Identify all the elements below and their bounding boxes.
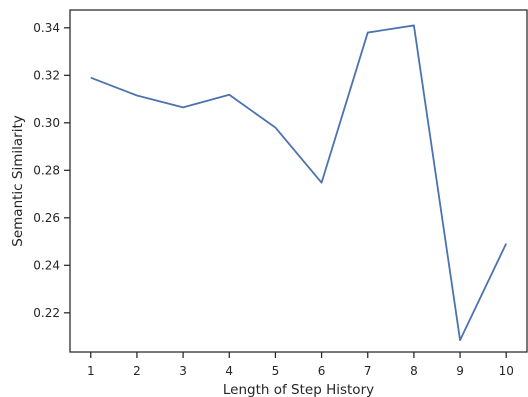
y-tick-label: 0.30 <box>33 116 60 130</box>
x-axis-label: Length of Step History <box>223 382 374 397</box>
y-tick-label: 0.34 <box>33 21 60 35</box>
y-axis-label: Semantic Similarity <box>10 115 26 246</box>
x-tick-label: 7 <box>364 364 372 378</box>
x-tick-label: 10 <box>499 364 514 378</box>
y-tick-label: 0.28 <box>33 163 60 177</box>
plot-frame <box>69 9 528 353</box>
x-tick-label: 5 <box>272 364 280 378</box>
plot-series <box>90 24 508 342</box>
x-axis-ticks: 1 2 3 4 5 6 7 8 9 10 <box>87 352 514 378</box>
x-tick-label: 9 <box>456 364 464 378</box>
x-tick-label: 6 <box>318 364 326 378</box>
x-tick-label: 4 <box>225 364 233 378</box>
y-tick-label: 0.32 <box>33 68 60 82</box>
y-tick-label: 0.24 <box>33 258 60 272</box>
x-tick-label: 2 <box>133 364 141 378</box>
series-line <box>90 24 508 342</box>
x-tick-label: 1 <box>87 364 95 378</box>
y-tick-label: 0.22 <box>33 306 60 320</box>
y-tick-label: 0.26 <box>33 211 60 225</box>
y-axis-ticks: 0.22 0.24 0.26 0.28 0.30 0.32 0.34 <box>33 21 70 320</box>
x-tick-label: 8 <box>410 364 418 378</box>
x-tick-label: 3 <box>179 364 187 378</box>
